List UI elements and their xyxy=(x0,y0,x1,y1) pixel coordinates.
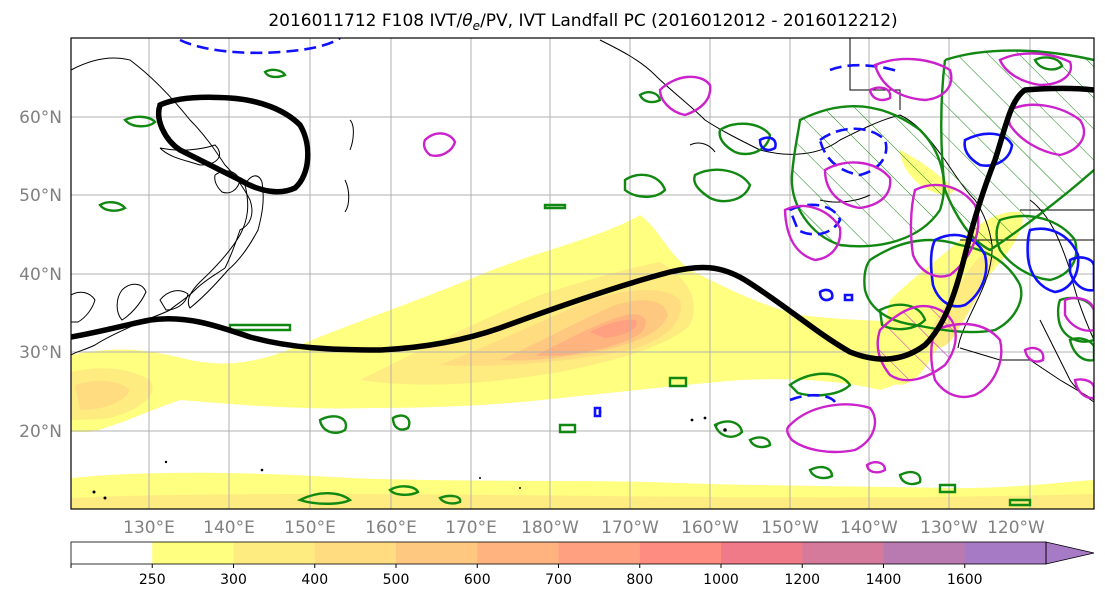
map-title: 2016011712 F108 IVT/θe/PV, IVT Landfall … xyxy=(268,11,897,33)
colorbar-tick-label: 1000 xyxy=(703,572,739,588)
colorbar-tick-label: 400 xyxy=(301,572,328,588)
lon-label: 170°W xyxy=(601,518,659,538)
lat-label: 20°N xyxy=(19,422,62,442)
colorbar-cell xyxy=(314,542,397,564)
colorbar-cell xyxy=(883,542,966,564)
colorbar-cell xyxy=(639,542,722,564)
colorbar-tick-label: 700 xyxy=(545,572,572,588)
lon-label: 140°W xyxy=(840,518,898,538)
lat-label: 40°N xyxy=(19,265,62,285)
lon-label: 160°W xyxy=(681,518,739,538)
lon-label: 150°E xyxy=(284,518,336,538)
colorbar-extend-arrow xyxy=(1045,541,1095,565)
lat-labels: 60°N 50°N 40°N 30°N 20°N xyxy=(19,108,62,442)
colorbar-cells xyxy=(71,542,1047,564)
colorbar-tick-label: 250 xyxy=(139,572,166,588)
colorbar-tick-label: 800 xyxy=(626,572,653,588)
lat-label: 60°N xyxy=(19,108,62,128)
theta-e-contours xyxy=(179,38,1094,418)
map-panel xyxy=(71,38,1094,509)
colorbar-cell xyxy=(152,542,234,564)
colorbar-tick-label: 600 xyxy=(464,572,491,588)
colorbar-tick-label: 1600 xyxy=(947,572,983,588)
lon-labels: 130°E 140°E 150°E 160°E 170°E 180°W 170°… xyxy=(123,518,1045,538)
colorbar-tick-label: 500 xyxy=(383,572,410,588)
ivt-landfall-pc-contour xyxy=(71,85,1094,362)
map-frame xyxy=(70,37,1095,510)
colorbar-tick-label: 300 xyxy=(220,572,247,588)
colorbar: 250 300 400 500 600 700 800 1000 1200 1400 1600 xyxy=(70,541,1095,588)
lat-label: 50°N xyxy=(19,186,62,206)
colorbar-cell xyxy=(964,542,1047,564)
green-contours xyxy=(98,49,1094,507)
lon-label: 130°E xyxy=(123,518,175,538)
lon-label: 170°E xyxy=(445,518,497,538)
lon-label: 120°W xyxy=(987,518,1045,538)
colorbar-cell xyxy=(71,542,153,564)
colorbar-cell xyxy=(802,542,884,564)
lon-label: 130°W xyxy=(920,518,978,538)
lon-label: 150°W xyxy=(761,518,819,538)
lon-label: 180°W xyxy=(521,518,579,538)
lon-label: 140°E xyxy=(203,518,255,538)
colorbar-cell xyxy=(477,542,559,564)
colorbar-cell xyxy=(721,542,803,564)
lon-label: 160°E xyxy=(365,518,417,538)
colorbar-ticks: 250 300 400 500 600 700 800 1000 1200 1400 1600 xyxy=(70,564,983,588)
colorbar-cell xyxy=(396,542,478,564)
colorbar-tick-label: 1200 xyxy=(784,572,820,588)
lat-label: 30°N xyxy=(19,343,62,363)
colorbar-tick-label: 1400 xyxy=(866,572,902,588)
colorbar-cell xyxy=(558,542,641,564)
colorbar-cell xyxy=(233,542,316,564)
